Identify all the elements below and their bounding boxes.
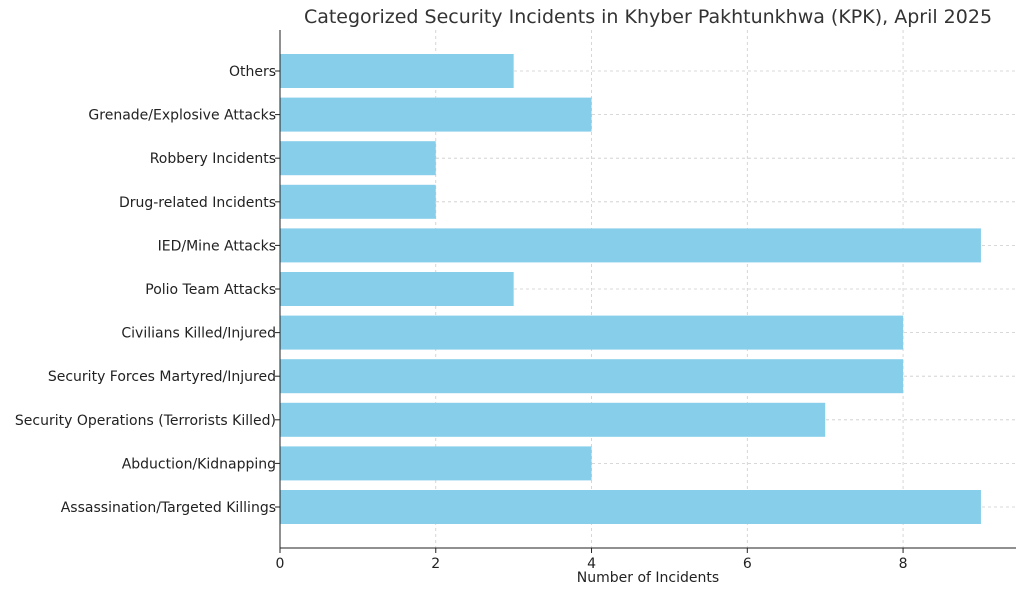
- bar: [280, 402, 826, 437]
- chart-title: Categorized Security Incidents in Khyber…: [304, 6, 992, 28]
- bar: [280, 446, 592, 481]
- bar: [280, 184, 436, 219]
- bar: [280, 228, 981, 263]
- bar: [280, 272, 514, 306]
- category-label: Assassination/Targeted Killings: [61, 500, 276, 516]
- category-label: IED/Mine Attacks: [158, 238, 276, 254]
- category-label: Robbery Incidents: [150, 151, 276, 167]
- category-label: Security Forces Martyred/Injured: [48, 369, 276, 385]
- x-axis-label: Number of Incidents: [577, 570, 719, 586]
- bar: [280, 97, 592, 132]
- category-label: Others: [229, 64, 276, 80]
- category-label: Drug-related Incidents: [119, 195, 276, 211]
- bar: [280, 54, 514, 88]
- x-tick-label: 6: [743, 556, 752, 572]
- category-label: Polio Team Attacks: [145, 282, 276, 298]
- category-label: Civilians Killed/Injured: [121, 326, 276, 342]
- bars: [280, 54, 981, 524]
- bar: [280, 315, 904, 350]
- x-tick-labels: 0 2 4 6 8: [275, 70, 908, 572]
- bar: [280, 359, 904, 394]
- category-labels: Assassination/Targeted Killings Abduction…: [15, 64, 276, 516]
- x-tick-label: 8: [899, 556, 908, 572]
- x-tick-label: 2: [431, 556, 440, 572]
- bar: [280, 490, 981, 524]
- category-label: Abduction/Kidnapping: [122, 456, 276, 472]
- bar: [280, 141, 436, 176]
- x-tick-label: 4: [587, 556, 596, 572]
- category-label: Security Operations (Terrorists Killed): [15, 413, 276, 429]
- category-label: Grenade/Explosive Attacks: [88, 108, 276, 124]
- x-tick-label: 0: [276, 556, 285, 572]
